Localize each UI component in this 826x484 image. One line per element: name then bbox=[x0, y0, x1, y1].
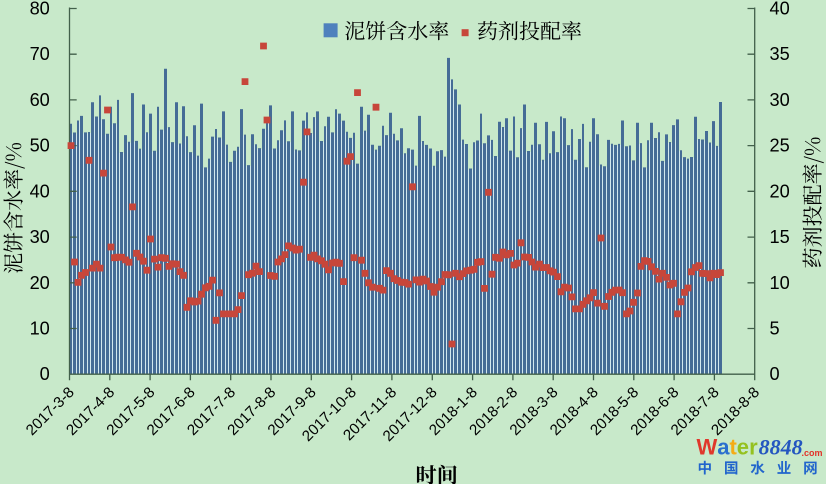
svg-text:60: 60 bbox=[30, 90, 50, 110]
svg-text:a: a bbox=[717, 435, 730, 460]
svg-text:W: W bbox=[697, 435, 718, 460]
svg-text:35: 35 bbox=[770, 44, 790, 64]
svg-text:10: 10 bbox=[30, 319, 50, 339]
svg-text:50: 50 bbox=[30, 136, 50, 156]
svg-text:0: 0 bbox=[770, 364, 780, 384]
svg-text:5: 5 bbox=[770, 319, 780, 339]
svg-text:20: 20 bbox=[30, 273, 50, 293]
svg-text:10: 10 bbox=[770, 273, 790, 293]
svg-text:25: 25 bbox=[770, 136, 790, 156]
svg-text:40: 40 bbox=[30, 181, 50, 201]
svg-text:r: r bbox=[749, 435, 758, 460]
svg-text:15: 15 bbox=[770, 227, 790, 247]
svg-text:t: t bbox=[730, 435, 738, 460]
svg-text:70: 70 bbox=[30, 44, 50, 64]
svg-text:30: 30 bbox=[30, 227, 50, 247]
svg-text:0: 0 bbox=[40, 364, 50, 384]
svg-text:8848: 8848 bbox=[759, 435, 803, 460]
svg-text:.com: .com bbox=[802, 448, 823, 458]
svg-text:20: 20 bbox=[770, 181, 790, 201]
svg-text:40: 40 bbox=[770, 0, 790, 19]
svg-text:80: 80 bbox=[30, 0, 50, 19]
svg-text:e: e bbox=[737, 435, 749, 460]
svg-text:30: 30 bbox=[770, 90, 790, 110]
